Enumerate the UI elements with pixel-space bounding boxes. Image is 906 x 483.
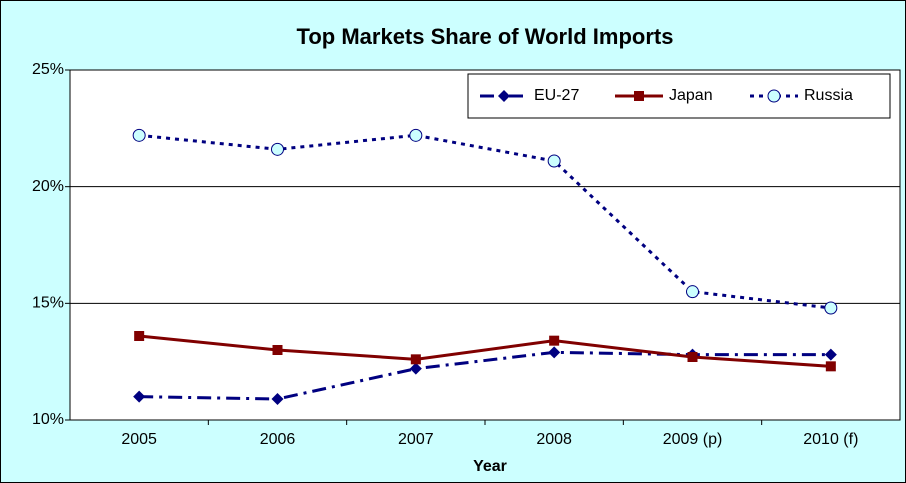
x-axis-label: Year (473, 458, 507, 475)
marker (686, 285, 699, 299)
marker (410, 354, 421, 365)
marker (548, 346, 561, 359)
series-line (139, 334, 831, 368)
marker (271, 142, 284, 156)
plot-area (69, 69, 901, 421)
x-tick-label: 2006 (260, 431, 296, 448)
marker (767, 89, 781, 103)
legend-label: Japan (669, 87, 713, 104)
legend-box (467, 73, 891, 119)
y-tick-label: 20% (32, 178, 64, 195)
marker (634, 91, 644, 101)
legend: EU-27 Japan Russia (467, 73, 891, 119)
marker (409, 362, 422, 375)
marker (824, 301, 838, 315)
marker (824, 348, 837, 361)
x-tick-label: 2010 (f) (803, 431, 858, 448)
marker (272, 345, 283, 355)
x-tick-label: 2007 (398, 431, 434, 448)
marker (549, 335, 560, 346)
marker (498, 90, 510, 102)
marker (687, 352, 698, 362)
x-tick-label: 2009 (p) (663, 431, 723, 448)
legend-label: Russia (804, 87, 853, 104)
marker (409, 128, 423, 142)
marker (133, 390, 146, 403)
marker (134, 331, 145, 341)
marker (271, 393, 284, 405)
legend-label: EU-27 (534, 87, 579, 104)
y-tick-label: 25% (32, 61, 64, 78)
x-tick-label: 2005 (121, 431, 157, 448)
series-line (139, 133, 832, 310)
series-line (139, 350, 831, 401)
y-tick-label: 15% (32, 295, 64, 312)
y-tick-label: 10% (32, 411, 64, 428)
chart-title: Top Markets Share of World Imports (297, 24, 674, 49)
marker (547, 154, 561, 168)
marker (132, 128, 146, 142)
x-tick-label: 2008 (536, 431, 572, 448)
marker (825, 361, 836, 372)
